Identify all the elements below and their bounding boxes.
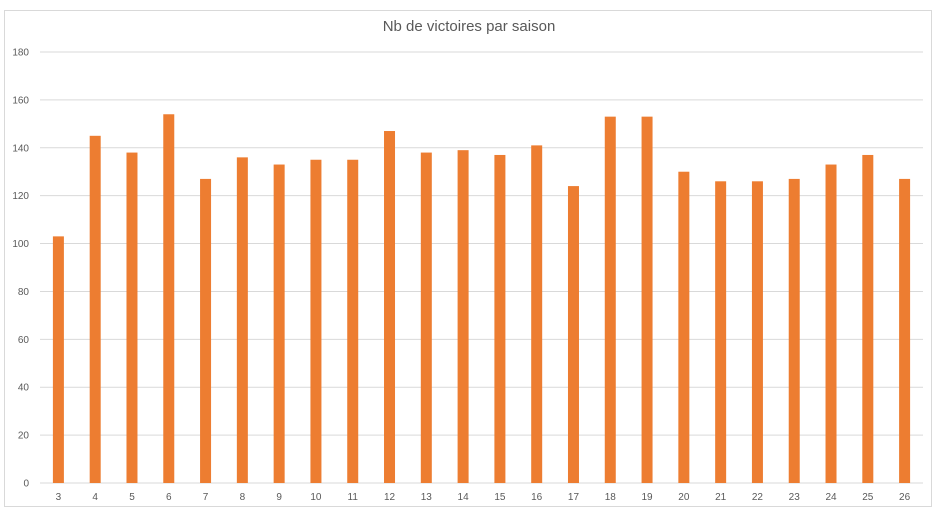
bar-13 [420, 152, 432, 483]
x-tick-label: 15 [494, 492, 506, 503]
bar-24 [825, 164, 837, 484]
x-tick-label: 24 [825, 492, 837, 503]
x-tick-label: 5 [129, 492, 135, 503]
x-tick-label: 12 [384, 492, 396, 503]
bar-15 [494, 154, 506, 483]
bar-9 [273, 164, 285, 484]
bar-11 [347, 159, 359, 483]
bar-12 [384, 131, 396, 483]
bar-26 [899, 178, 911, 483]
bar-20 [678, 171, 690, 483]
x-tick-label: 9 [276, 492, 282, 503]
bar-5 [126, 152, 138, 483]
bars [52, 114, 911, 484]
x-tick-label: 16 [531, 492, 543, 503]
bar-18 [604, 116, 616, 484]
x-tick-label: 22 [752, 492, 764, 503]
bar-23 [788, 178, 800, 483]
y-tick-label: 80 [18, 287, 30, 298]
bar-10 [310, 159, 322, 483]
y-tick-label: 140 [12, 143, 29, 154]
bar-16 [531, 145, 543, 483]
y-tick-label: 40 [18, 383, 30, 394]
bar-14 [457, 150, 469, 484]
y-tick-label: 180 [12, 48, 29, 59]
y-tick-label: 100 [12, 239, 29, 250]
x-tick-label: 13 [421, 492, 433, 503]
gridlines [40, 51, 923, 484]
x-tick-label: 20 [678, 492, 690, 503]
bar-7 [200, 178, 212, 483]
bar-25 [862, 154, 874, 483]
chart-title: Nb de victoires par saison [382, 18, 556, 35]
x-tick-label: 14 [458, 492, 470, 503]
x-tick-label: 21 [715, 492, 727, 503]
y-tick-label: 0 [23, 479, 29, 490]
x-tick-label: 19 [641, 492, 653, 503]
y-tick-label: 60 [18, 335, 30, 346]
bar-3 [52, 236, 64, 483]
x-tick-label: 25 [862, 492, 874, 503]
bar-19 [641, 116, 653, 484]
x-tick-label: 26 [899, 492, 911, 503]
x-tick-label: 18 [605, 492, 617, 503]
bar-21 [715, 181, 727, 484]
y-tick-label: 20 [18, 431, 30, 442]
x-tick-label: 11 [348, 492, 359, 503]
bar-6 [163, 114, 175, 483]
x-tick-label: 23 [789, 492, 801, 503]
x-tick-label: 17 [568, 492, 580, 503]
x-tick-label: 10 [310, 492, 322, 503]
y-tick-label: 120 [12, 191, 29, 202]
x-tick-label: 3 [56, 492, 62, 503]
x-tick-label: 6 [166, 492, 172, 503]
bar-4 [89, 135, 101, 483]
x-axis-tick-labels: 3 4 5 6 7 8 9 10 11 12 13 14 15 16 17 18 19 20 21 22 23 24 25 2… [56, 492, 911, 503]
y-axis-tick-labels: 0 20 40 60 80 100 120 140 160 180 [12, 48, 29, 490]
bar-8 [236, 157, 248, 484]
x-tick-label: 4 [92, 492, 98, 503]
bar-22 [751, 181, 763, 484]
x-tick-label: 8 [240, 492, 246, 503]
y-tick-label: 160 [12, 95, 29, 106]
x-tick-label: 7 [203, 492, 209, 503]
bar-17 [567, 186, 579, 483]
